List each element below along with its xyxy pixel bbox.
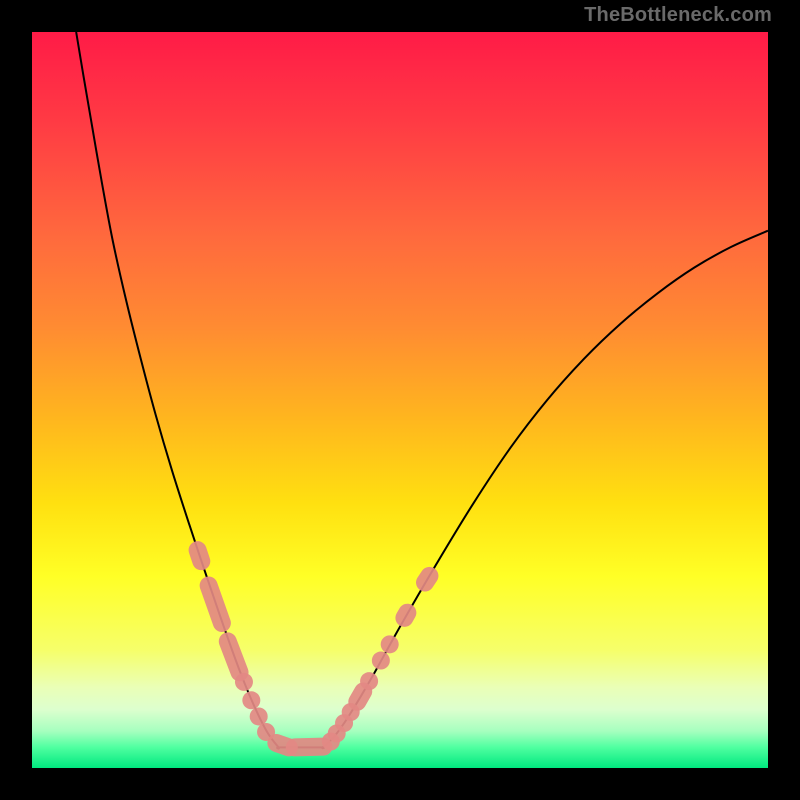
curve-marker: [404, 613, 407, 618]
plot-area: [32, 32, 768, 768]
curve-marker: [250, 707, 268, 725]
curve-marker: [209, 585, 222, 623]
curve-marker: [235, 673, 253, 691]
curve-marker: [228, 641, 240, 672]
curve-marker: [295, 747, 324, 748]
curve-marker: [425, 576, 429, 583]
curve-marker: [242, 691, 260, 709]
curve-marker: [381, 635, 399, 653]
watermark-text: TheBottleneck.com: [584, 4, 772, 27]
curve-marker: [372, 652, 390, 670]
curve-marker: [357, 691, 363, 701]
curve-marker: [360, 672, 378, 690]
curve-marker: [198, 550, 202, 561]
curve-layer: [32, 32, 768, 768]
bottleneck-curve: [76, 32, 768, 749]
